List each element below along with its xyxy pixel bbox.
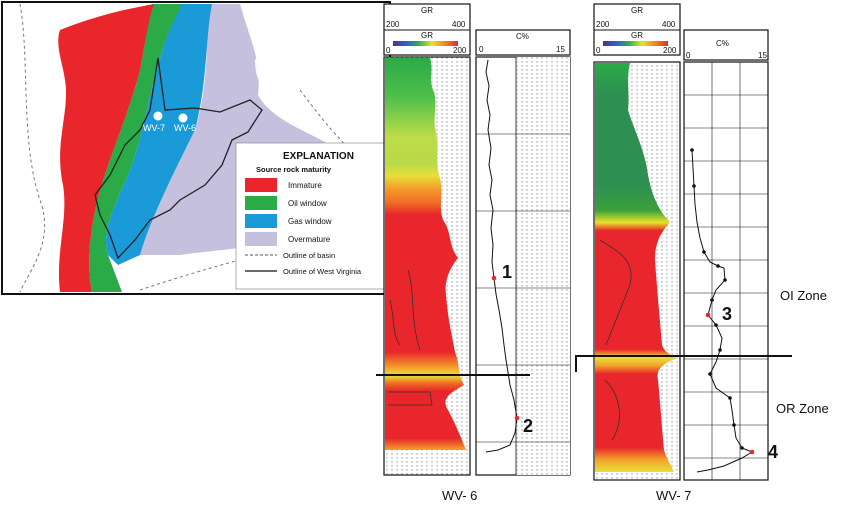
wv6-c-label: C% xyxy=(516,32,529,41)
wv7-gr-lower-max: 200 xyxy=(663,46,677,55)
wv7-c-header xyxy=(683,29,769,61)
zone-label-oi: OI Zone xyxy=(780,288,827,303)
wv7-gr-upper-max: 400 xyxy=(662,20,676,29)
wv6-name: WV- 6 xyxy=(442,488,477,503)
legend-label-basin: Outline of basin xyxy=(283,251,335,260)
wv7-gr-lower-label: GR xyxy=(631,31,643,40)
wv6-gr-upper-label: GR xyxy=(421,6,433,15)
wv6-gr-upper-min: 200 xyxy=(386,20,400,29)
wv7-gr-lower-min: 0 xyxy=(596,46,601,55)
wv6-c-hgrid xyxy=(476,133,570,443)
wv6-gr-lower-label: GR xyxy=(421,31,433,40)
wv7-point-4-marker xyxy=(749,449,755,455)
wv6-gr-upper-max: 400 xyxy=(452,20,466,29)
well-wv6-label: WV-6 xyxy=(174,123,196,133)
wv7-c-samples xyxy=(690,148,744,450)
gas-window-zone xyxy=(106,4,212,265)
legend-swatch-oil xyxy=(245,196,277,210)
legend-label-immature: Immature xyxy=(288,181,322,190)
wv6-c-curve xyxy=(485,59,518,453)
oil-window-zone xyxy=(89,4,182,292)
wv6-gr-lower-max: 200 xyxy=(453,46,467,55)
wv6-point-1-marker xyxy=(491,275,497,281)
wv6-gr-lower-min: 0 xyxy=(386,46,391,55)
wv7-c-track xyxy=(683,61,769,481)
wv6-c-track-dots xyxy=(516,57,570,475)
wv7-c-min: 0 xyxy=(686,51,691,60)
wv7-c-max: 15 xyxy=(758,51,767,60)
wv7-c-label: C% xyxy=(716,39,729,48)
well-wv7-label: WV-7 xyxy=(143,123,165,133)
wv7-zone-boundary xyxy=(575,355,792,372)
legend-label-wv: Outline of West Virginia xyxy=(283,267,362,276)
wv7-point-3-label: 3 xyxy=(722,304,732,324)
wv7-c-grid xyxy=(684,62,768,480)
maturity-map: WV-7 WV-6 EXPLANATION Source rock maturi… xyxy=(1,1,391,295)
wv6-c-header xyxy=(475,29,571,56)
wv7-point-3-marker xyxy=(705,312,711,318)
basin-outline-west xyxy=(19,3,46,293)
well-wv7-marker xyxy=(153,111,163,121)
wv7-gr-colorbar xyxy=(603,41,668,46)
wv7-gr-fill xyxy=(595,63,678,472)
wv6-point-1-label: 1 xyxy=(502,262,512,282)
log-wv7: GR 200 400 GR 0 200 2000 2005 2012 2018 … xyxy=(593,3,778,503)
wv6-gr-curve xyxy=(388,269,433,406)
legend-label-gas: Gas window xyxy=(288,217,332,226)
wv7-gr-upper-label: GR xyxy=(631,6,643,15)
wv7-gr-upper-min: 200 xyxy=(596,20,610,29)
legend-swatch-overmature xyxy=(245,232,277,246)
wv7-name: WV- 7 xyxy=(656,488,691,503)
legend-label-oil: Oil window xyxy=(288,199,327,208)
legend-subtitle: Source rock maturity xyxy=(256,165,332,174)
map-legend: EXPLANATION Source rock maturity Immatur… xyxy=(235,142,387,290)
wv6-gr-fill xyxy=(385,58,466,450)
immature-zone xyxy=(58,4,154,292)
legend-swatch-gas xyxy=(245,214,277,228)
west-virginia-outline xyxy=(94,57,263,260)
legend-label-overmature: Overmature xyxy=(288,235,331,244)
wv6-gr-colorbar xyxy=(393,41,458,46)
zone-label-or: OR Zone xyxy=(776,401,829,416)
map-highlight xyxy=(255,20,305,84)
wv7-gr-curve xyxy=(599,239,632,441)
legend-swatch-immature xyxy=(245,178,277,192)
wv7-point-4-label: 4 xyxy=(768,442,778,462)
well-wv6-marker xyxy=(178,113,188,123)
wv6-point-2-label: 2 xyxy=(523,416,533,436)
log-wv6: GR 200 400 GR 0 200 2250 2259 2268 2277 … xyxy=(383,3,571,503)
wv6-point-2-marker xyxy=(514,415,520,421)
wv6-c-min: 0 xyxy=(479,45,484,54)
wv6-c-max: 15 xyxy=(556,45,565,54)
legend-title: EXPLANATION xyxy=(283,151,354,162)
